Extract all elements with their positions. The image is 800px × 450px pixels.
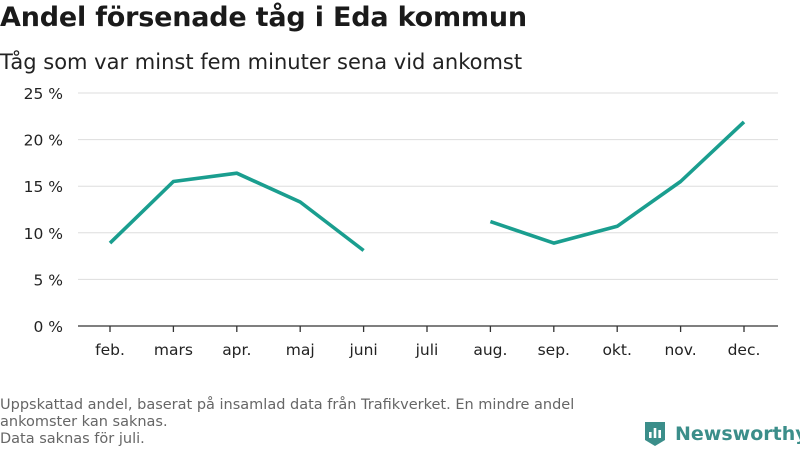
y-tick-label: 20 % bbox=[24, 132, 63, 150]
x-tick-label: maj bbox=[286, 341, 315, 359]
brand-logo: Newsworthy bbox=[643, 420, 800, 448]
x-tick-label: nov. bbox=[664, 341, 696, 359]
series-lines bbox=[108, 120, 746, 252]
footnote-line: ankomster kan saknas. bbox=[0, 414, 168, 430]
y-tick-label: 0 % bbox=[33, 318, 63, 336]
x-tick-label: sep. bbox=[538, 341, 570, 359]
footnote-line: Uppskattad andel, baserat på insamlad da… bbox=[0, 397, 575, 413]
x-axis: feb. mars apr. maj juni juli aug. sep. okt. nov. d… bbox=[78, 325, 778, 359]
x-tick-label: juni bbox=[348, 341, 377, 359]
y-tick-label: 5 % bbox=[33, 271, 63, 289]
line-chart: 0 % 5 % 10 % 15 % 20 % 25 % feb. mars apr. maj ju… bbox=[24, 85, 778, 359]
chart-subtitle: Tåg som var minst fem minuter sena vid a… bbox=[0, 50, 523, 74]
gridlines bbox=[78, 92, 778, 280]
x-tick-label: apr. bbox=[222, 341, 251, 359]
x-tick-label: dec. bbox=[728, 341, 761, 359]
y-axis-ticks: 0 % 5 % 10 % 15 % 20 % 25 % bbox=[24, 85, 63, 336]
footnote-line: Data saknas för juli. bbox=[0, 431, 145, 447]
x-tick-label: feb. bbox=[95, 341, 125, 359]
chart-title: Andel försenade tåg i Eda kommun bbox=[0, 2, 527, 33]
series-line-segment bbox=[489, 120, 746, 245]
y-tick-label: 25 % bbox=[24, 85, 63, 103]
series-line-segment bbox=[108, 171, 365, 252]
x-tick-label: okt. bbox=[602, 341, 631, 359]
x-tick-label: aug. bbox=[473, 341, 507, 359]
footnote: Uppskattad andel, baserat på insamlad da… bbox=[0, 397, 640, 448]
newsworthy-logo-icon bbox=[645, 422, 665, 446]
y-tick-label: 15 % bbox=[24, 178, 63, 196]
x-tick-label: juli bbox=[415, 341, 439, 359]
y-tick-label: 10 % bbox=[24, 225, 63, 243]
x-tick-label: mars bbox=[154, 341, 193, 359]
brand-name: Newsworthy bbox=[675, 423, 800, 445]
